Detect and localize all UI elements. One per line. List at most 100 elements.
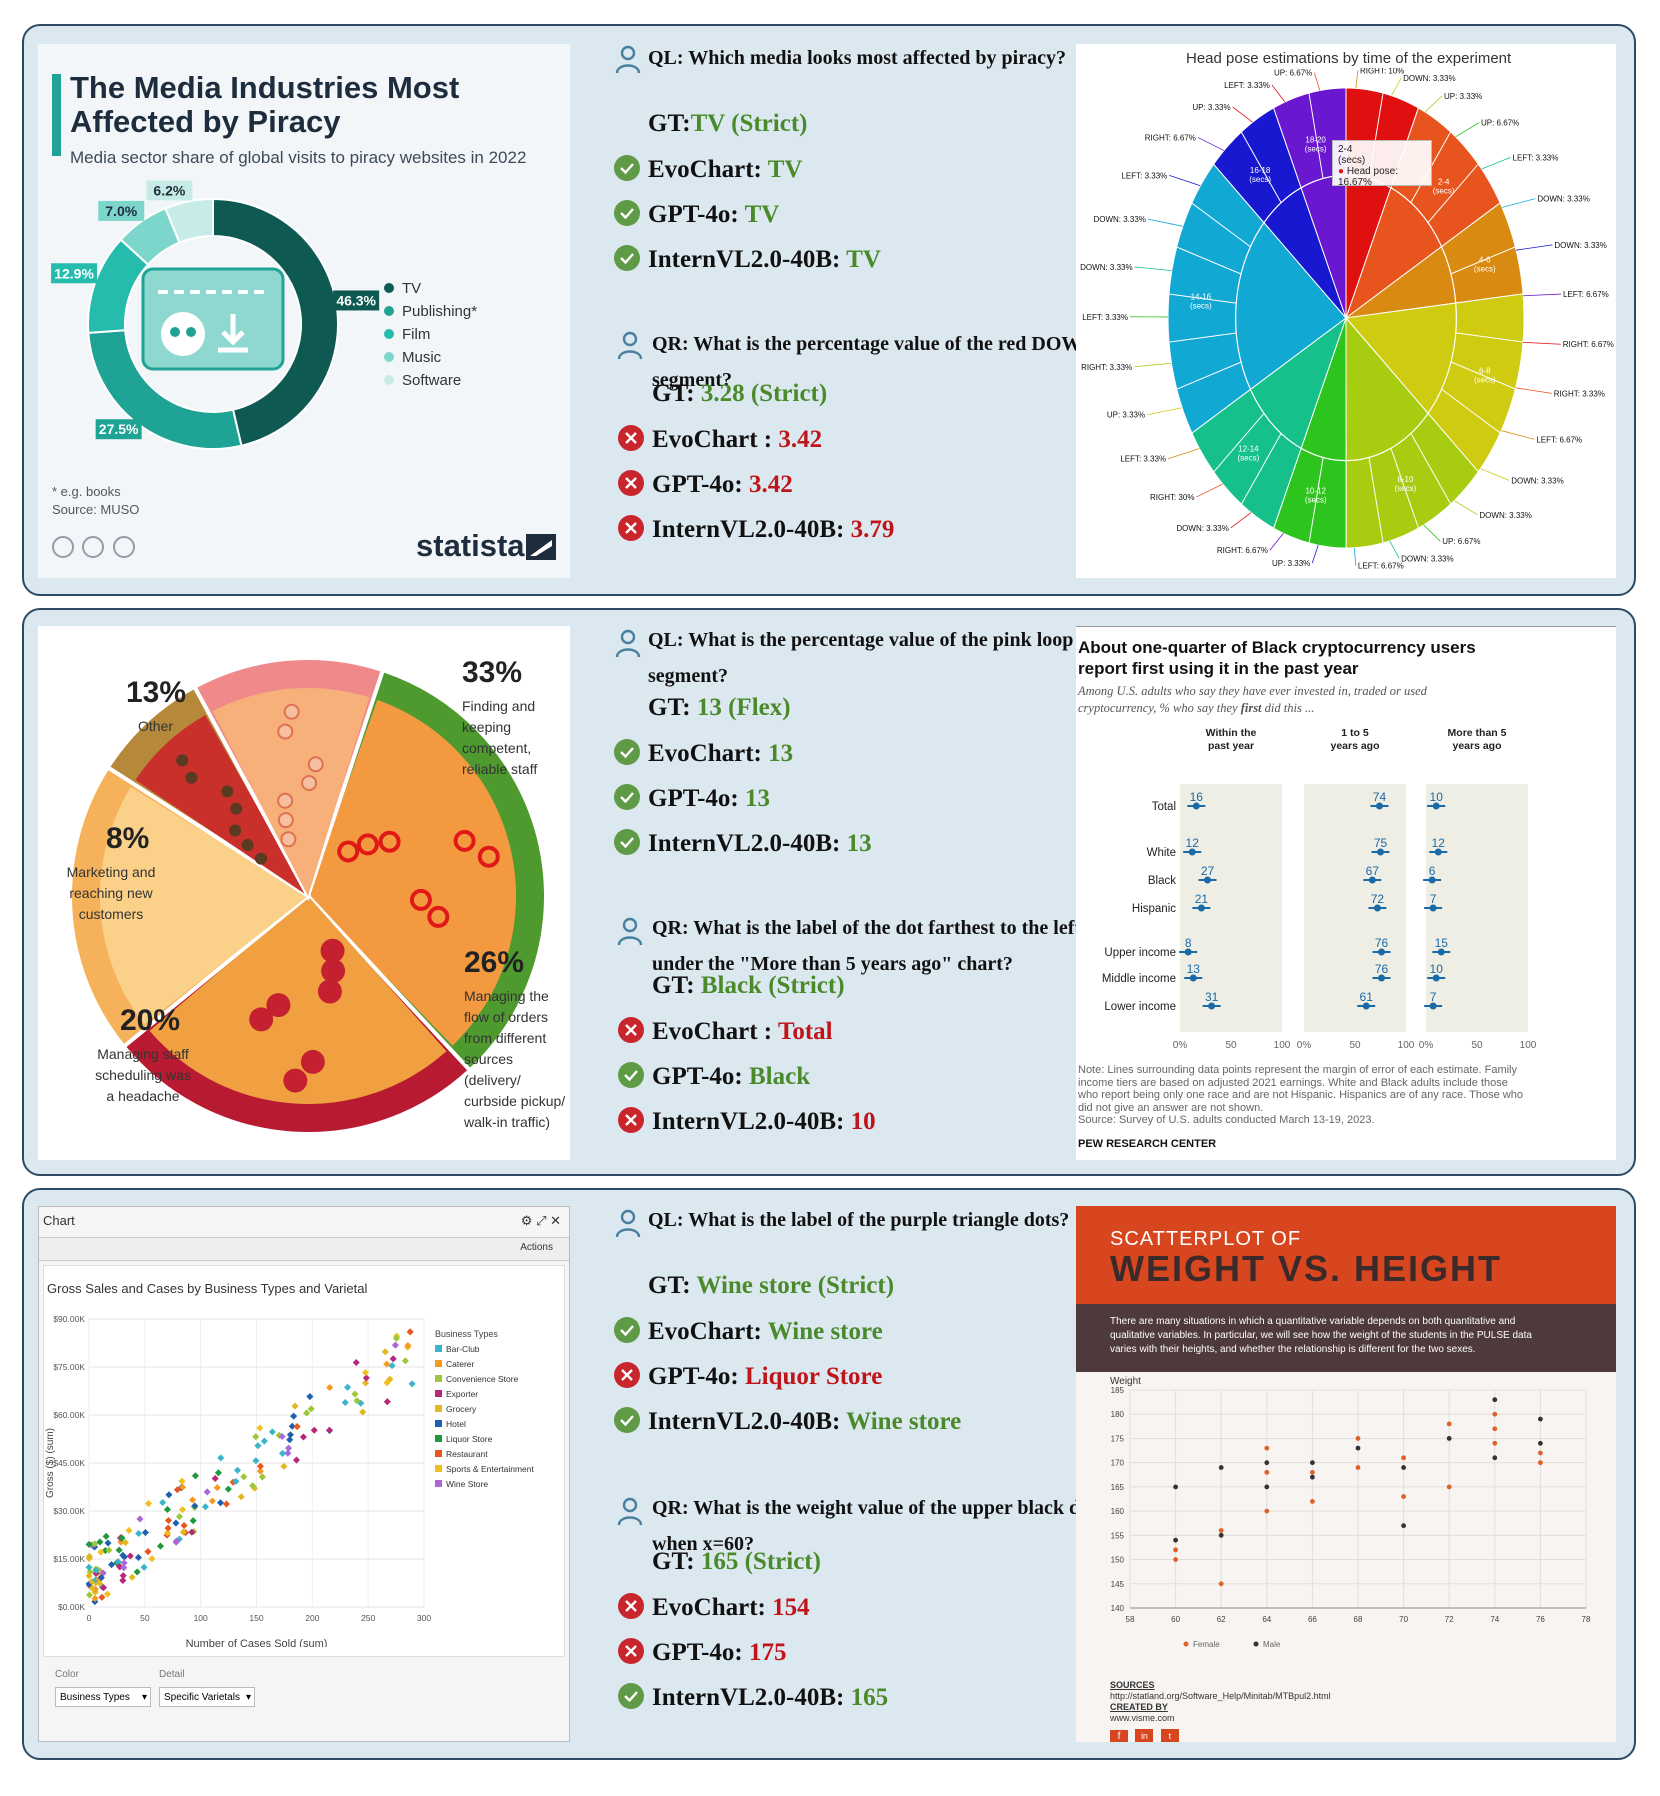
model-name: EvoChart : (652, 1018, 773, 1045)
donut-slice (212, 197, 339, 447)
qr-gt: GT: 165 (Strict) (652, 1548, 821, 1576)
inner-label: 10-12 (1305, 486, 1326, 495)
pct-13: 13% (126, 676, 187, 709)
scatter-mark (103, 1590, 112, 1598)
legend-dot-icon (384, 283, 394, 293)
legend-label: Wine Store (446, 1479, 488, 1489)
gt-label: GT: (648, 694, 691, 721)
legend-dot-icon (384, 329, 394, 339)
y-axis-label: Gross ($) (sum) (45, 1428, 56, 1498)
scatter-mark (126, 1552, 134, 1560)
pct-8: 8% (106, 822, 150, 855)
actions-menu[interactable]: Actions (520, 1242, 553, 1253)
legend-swatch (435, 1465, 442, 1472)
browser-window-icon (141, 267, 285, 371)
legend-item: Publishing* (384, 303, 477, 321)
desc-line: reaching new (69, 885, 153, 901)
subtitle-bold: first (1240, 701, 1262, 715)
correct-icon (614, 155, 640, 181)
inner-label: 16-18 (1250, 166, 1271, 175)
leader-line (1232, 106, 1253, 123)
qr-answer-1: GPT-4o: 3.42 (618, 470, 793, 499)
correct-icon (618, 1683, 644, 1709)
scatter-mark (344, 1383, 352, 1391)
actions-bar: Actions (39, 1237, 569, 1261)
shrimp-icon (307, 756, 324, 773)
leader-line (1147, 407, 1183, 416)
model-name: EvoChart : (652, 426, 773, 453)
desc-line: Finding and (462, 698, 536, 714)
data-label: 7 (1430, 892, 1437, 906)
legend-item: Software (384, 372, 477, 390)
scatter-point (1310, 1474, 1315, 1480)
legend-label: Hotel (446, 1419, 466, 1429)
x-tick-label: 60 (1171, 1615, 1180, 1624)
y-tick-label: $15.00K (53, 1554, 85, 1564)
gear-icon[interactable]: ⚙ (520, 1213, 533, 1228)
data-dot (1437, 948, 1445, 956)
scatter-point (1538, 1416, 1543, 1422)
scatter-mark (135, 1529, 143, 1537)
color-select[interactable]: Business Types ▾ (55, 1687, 151, 1707)
sub-divider (1176, 361, 1242, 390)
value-label-bg (333, 290, 380, 311)
data-label: 12 (1432, 836, 1446, 850)
model-answer: TV (846, 246, 881, 273)
model-name: GPT-4o: (648, 785, 739, 812)
data-dot (1378, 948, 1386, 956)
legend-swatch (435, 1390, 442, 1397)
outer-label: LEFT: 3.33% (1082, 313, 1128, 322)
pct-33: 33% (462, 656, 523, 689)
sub-divider (1168, 332, 1237, 343)
scatter-mark (351, 1390, 359, 1398)
outer-label: LEFT: 3.33% (1513, 153, 1559, 162)
twitter-icon[interactable]: t (1160, 1729, 1179, 1742)
inner-label: 18-20 (1305, 136, 1326, 145)
x-tick-label: 70 (1399, 1615, 1408, 1624)
data-label: 10 (1430, 790, 1444, 804)
expand-icon[interactable]: ⤢ (536, 1213, 547, 1228)
facebook-icon[interactable]: f (1110, 1730, 1128, 1742)
leader-line (1355, 70, 1359, 89)
scatter-point (1173, 1547, 1178, 1553)
scatter-mark (164, 1529, 172, 1537)
scatter-mark (136, 1515, 144, 1523)
sub-divider (1455, 332, 1524, 343)
x-tick-label: 74 (1490, 1615, 1499, 1624)
model-name: EvoChart: (648, 740, 762, 767)
qr-answer-2: InternVL2.0-40B: 3.79 (618, 515, 894, 544)
ql-question: QL: What is the label of the purple tria… (648, 1202, 1088, 1238)
x-axis-label: Number of Cases Sold (sum) (186, 1638, 328, 1647)
scatter-mark (211, 1474, 219, 1482)
sources-url[interactable]: http://statland.org/Software_Help/Minita… (1110, 1691, 1331, 1701)
y-tick-label: 150 (1111, 1556, 1125, 1565)
data-dot (1192, 802, 1200, 810)
qr-text-line2: segment? (652, 369, 732, 391)
scatter-mark (310, 1426, 318, 1434)
model-name: GPT-4o: (648, 201, 739, 228)
scatter-point (1310, 1499, 1315, 1504)
legend-label: Publishing* (402, 303, 478, 320)
leader-line (1522, 341, 1561, 345)
sub-divider (1176, 246, 1242, 275)
pepper-icon (356, 833, 379, 856)
linkedin-icon[interactable]: in (1135, 1729, 1154, 1742)
legend-swatch (435, 1450, 442, 1457)
gt-label: GT: (648, 1272, 691, 1299)
inner-unit: (secs) (1433, 187, 1455, 196)
license-icons (52, 536, 135, 563)
sub-divider (1213, 413, 1265, 473)
ql-answer-1: GPT-4o: Liquor Store (614, 1362, 882, 1391)
detail-select[interactable]: Specific Varietals ▾ (159, 1687, 255, 1707)
model-answer: TV (744, 201, 780, 228)
outer-label: UP: 3.33% (1444, 92, 1482, 101)
scatter-mark (391, 1341, 399, 1349)
desc-line: reliable staff (462, 761, 538, 777)
y-tick-label: 160 (1111, 1507, 1125, 1516)
user-icon (615, 629, 641, 658)
scatter-point (1173, 1537, 1178, 1543)
created-url[interactable]: www.visme.com (1110, 1713, 1175, 1723)
desc-line: keeping (462, 719, 512, 735)
pepperoni-icon (317, 979, 342, 1004)
close-icon[interactable]: ✕ (550, 1213, 561, 1228)
